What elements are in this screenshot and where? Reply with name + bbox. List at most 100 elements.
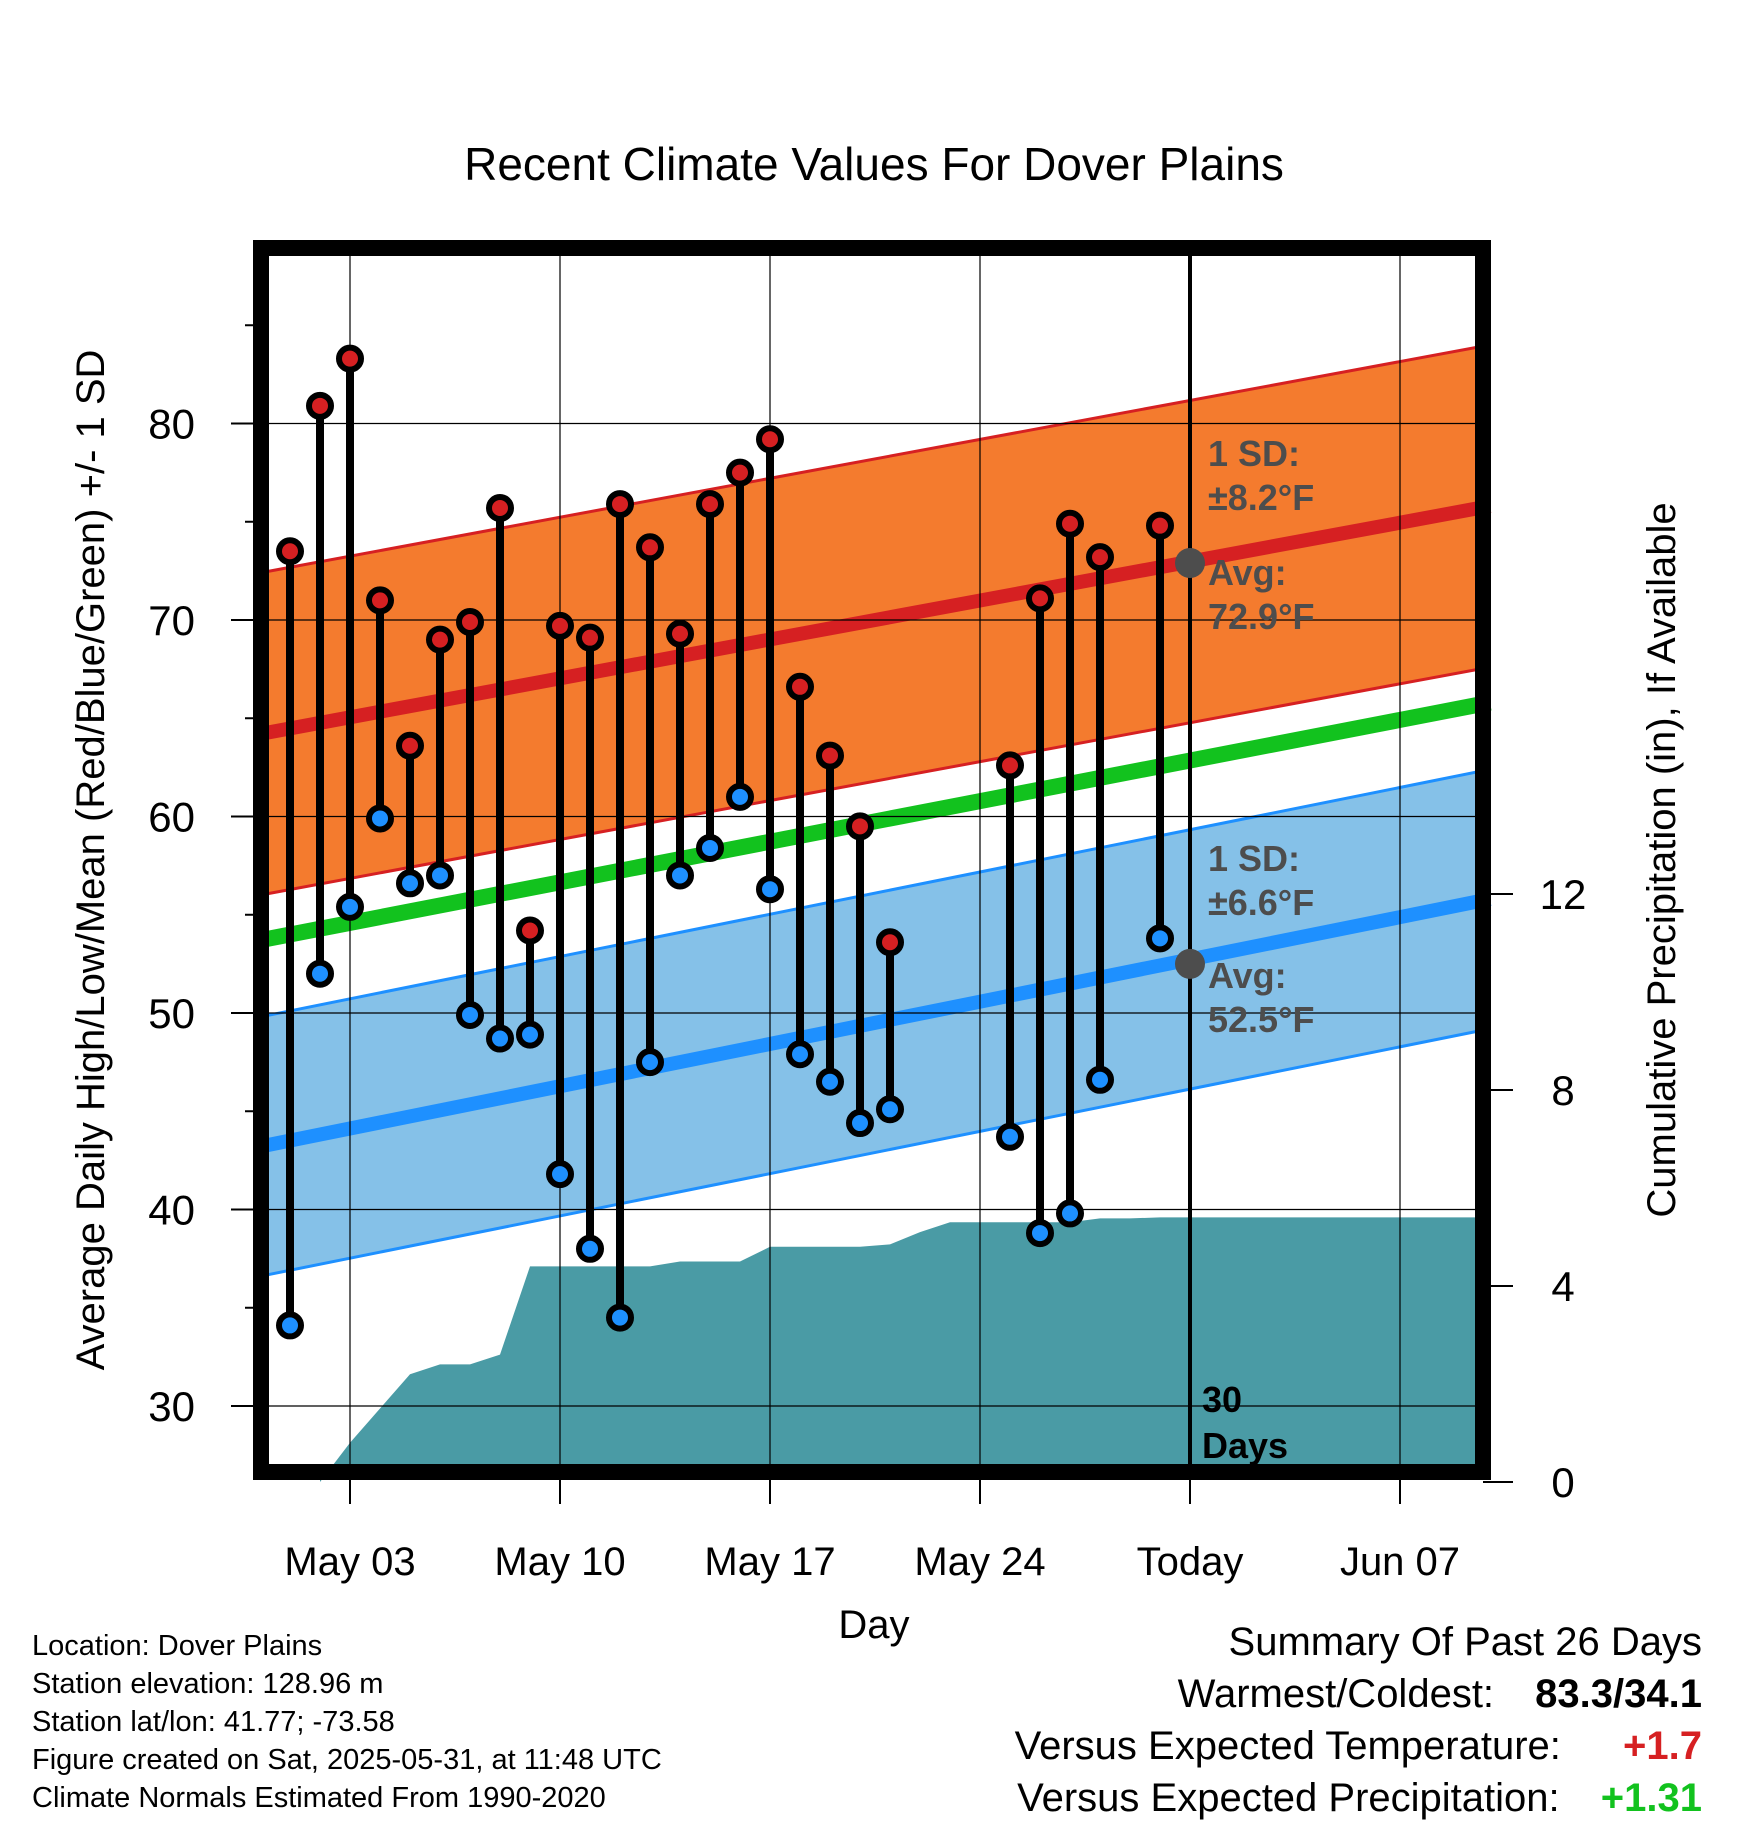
daily-low-point [606, 1303, 634, 1332]
daily-low-point [786, 1040, 814, 1069]
y-tick-label: 60 [148, 794, 195, 841]
daily-low-point [1146, 924, 1174, 953]
x-tick-label: May 24 [914, 1540, 1045, 1584]
normals-text: Climate Normals Estimated From 1990-2020 [32, 1782, 606, 1814]
daily-points [276, 344, 1174, 1340]
low-avg-annotation-line-2: 52.5°F [1208, 999, 1314, 1040]
y-axis-label: Average Daily High/Low/Mean (Red/Blue/Gr… [69, 350, 113, 1371]
daily-high-point [786, 672, 814, 701]
daily-high-point [756, 425, 784, 454]
daily-high-point [606, 490, 634, 519]
summary-title-text: Summary Of Past 26 Days [1228, 1620, 1702, 1664]
daily-high-point [1056, 509, 1084, 538]
low-avg-annotation-line-1: Avg: [1208, 955, 1287, 996]
chart-title: Recent Climate Values For Dover Plains [464, 138, 1284, 190]
y2-tick-label: 0 [1551, 1459, 1574, 1506]
today-marker-group: 30 Days [1188, 248, 1288, 1472]
daily-high-point [726, 458, 754, 487]
low-lower-sd-line [259, 1027, 1491, 1278]
y-tick-label: 80 [148, 401, 195, 448]
daily-low-point [666, 861, 694, 890]
daily-high-point [996, 751, 1024, 780]
daily-low-point [996, 1122, 1024, 1151]
daily-high-point [1086, 543, 1114, 572]
x-tick-label: Today [1137, 1540, 1244, 1584]
daily-high-point [456, 607, 484, 636]
plot-frame [253, 240, 1491, 1480]
created-text: Figure created on Sat, 2025-05-31, at 11… [32, 1744, 662, 1776]
y-tick-label: 40 [148, 1187, 195, 1234]
high-avg-marker [1175, 548, 1205, 579]
y2-tick-label: 8 [1551, 1067, 1574, 1114]
daily-high-point [546, 611, 574, 640]
location-text: Location: Dover Plains [32, 1630, 323, 1662]
daily-low-point [366, 804, 394, 833]
daily-high-point [636, 533, 664, 562]
precipitation-area-group [320, 1217, 1490, 1482]
y2-axis-label: Cumulative Precipitation (in), If Availa… [1640, 502, 1684, 1217]
daily-high-point [396, 731, 424, 760]
summary-temp-row: Versus Expected Temperature: +1.7 [1015, 1724, 1702, 1769]
daily-low-point [1056, 1199, 1084, 1228]
latlon-text: Station lat/lon: 41.77; -73.58 [32, 1706, 395, 1738]
daily-low-point [486, 1024, 514, 1053]
daily-high-point [426, 625, 454, 654]
low-upper-sd-line [259, 767, 1491, 1019]
daily-high-point [306, 391, 334, 420]
daily-low-point [396, 869, 424, 898]
low-average-line [258, 892, 1492, 1154]
daily-high-point [846, 812, 874, 841]
today-days-number: 30 [1202, 1379, 1242, 1420]
summary-title: Summary Of Past 26 Days [1229, 1620, 1702, 1665]
high-lower-sd-line [259, 665, 1491, 897]
warmest-label: Warmest/Coldest: [1177, 1672, 1495, 1716]
x-tick-label: May 17 [704, 1540, 835, 1584]
daily-low-point [726, 782, 754, 811]
y-tick-label: 70 [148, 597, 195, 644]
daily-low-point [306, 959, 334, 988]
low-avg-marker [1175, 948, 1205, 979]
elevation-text: Station elevation: 128.96 m [32, 1668, 384, 1700]
daily-low-point [516, 1020, 544, 1049]
today-days-label: Days [1202, 1425, 1288, 1466]
high-sd-annotation-line-2: ±8.2°F [1208, 477, 1314, 518]
high-avg-annotation-line-2: 72.9°F [1208, 596, 1314, 637]
daily-low-point [546, 1160, 574, 1189]
x-axis-label: Day [838, 1603, 909, 1647]
temp-diff-value: +1.7 [1623, 1724, 1702, 1768]
daily-high-point [516, 916, 544, 945]
y2-tick-label: 12 [1540, 871, 1587, 918]
daily-low-point [876, 1095, 904, 1124]
precip-diff-value: +1.31 [1600, 1776, 1702, 1820]
daily-high-point [816, 741, 844, 770]
axes-group: 30 40 50 60 70 80 0 4 8 12 May 03 May 10 May 17 May 2… [148, 324, 1587, 1584]
y2-tick-label: 4 [1551, 1263, 1574, 1310]
precipitation-area [320, 1217, 1490, 1482]
y-tick-label: 50 [148, 990, 195, 1037]
daily-low-point [1026, 1219, 1054, 1248]
daily-high-point [366, 586, 394, 615]
daily-low-point [276, 1311, 304, 1340]
x-tick-label: May 03 [284, 1540, 415, 1584]
daily-low-point [756, 875, 784, 904]
x-tick-label: May 10 [494, 1540, 625, 1584]
station-info: Location: Dover Plains Station elevation… [32, 1627, 662, 1817]
daily-high-point [876, 928, 904, 957]
daily-low-point [846, 1109, 874, 1138]
daily-high-point [336, 344, 364, 373]
daily-high-point [486, 493, 514, 522]
daily-high-point [666, 619, 694, 648]
daily-high-point [276, 537, 304, 566]
daily-range-stems [286, 358, 1164, 1326]
daily-low-point [636, 1048, 664, 1077]
daily-low-point [336, 892, 364, 921]
summary-precip-row: Versus Expected Precipitation: +1.31 [1017, 1776, 1702, 1821]
x-tick-label: Jun 07 [1340, 1540, 1460, 1584]
daily-low-point [816, 1067, 844, 1096]
daily-low-point [696, 833, 724, 862]
high-avg-annotation-line-1: Avg: [1208, 552, 1287, 593]
warmest-value: 83.3/34.1 [1535, 1672, 1702, 1716]
daily-high-point [696, 490, 724, 519]
